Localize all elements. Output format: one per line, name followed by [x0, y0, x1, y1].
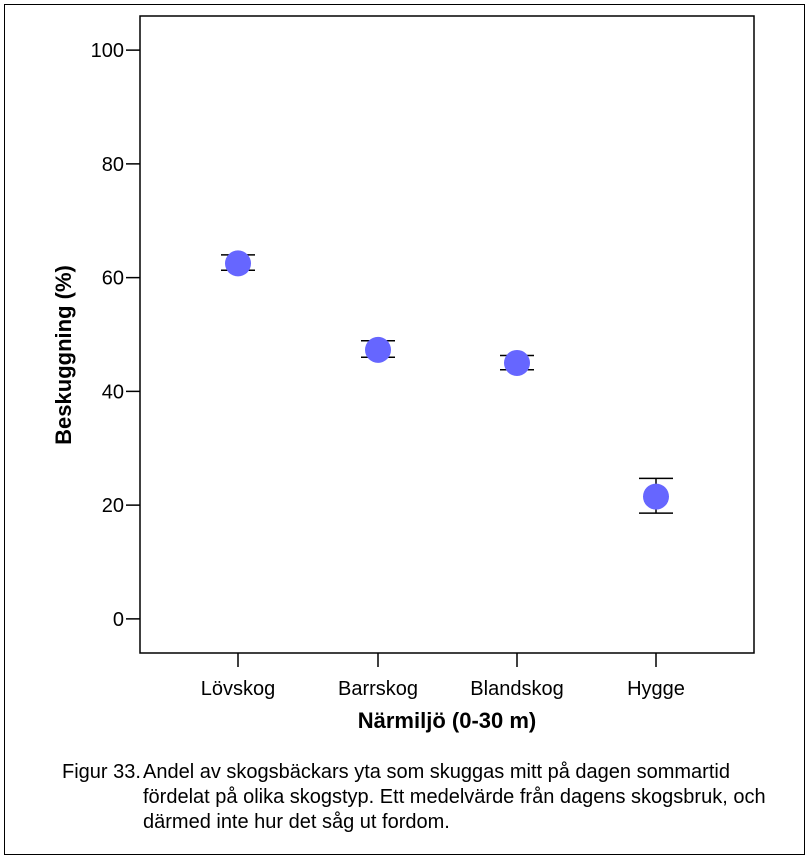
data-point [643, 483, 669, 510]
caption-number: Figur 33. [62, 761, 141, 783]
figure-frame [4, 4, 805, 855]
x-axis: Lövskog Barrskog Blandskog Hygge [201, 653, 685, 700]
figure-caption: Figur 33. Andel av skogsbäckars yta som … [62, 760, 782, 835]
chart: 0 20 40 60 80 100 Lövskog Barrskog Blandskog Hyg… [51, 15, 755, 733]
data-points [221, 250, 673, 514]
x-tick-label: Hygge [627, 678, 685, 700]
y-axis: 0 20 40 60 80 100 [91, 40, 140, 631]
y-axis-label: Beskuggning (%) [51, 265, 76, 445]
data-point [225, 250, 251, 277]
data-point [365, 336, 391, 363]
y-tick-label: 40 [102, 381, 124, 403]
y-tick-label: 80 [102, 154, 124, 176]
y-tick-label: 100 [91, 40, 124, 62]
plot-area [139, 15, 755, 654]
y-tick-label: 20 [102, 495, 124, 517]
y-tick-label: 0 [113, 609, 124, 631]
x-axis-label: Närmiljö (0-30 m) [358, 708, 537, 733]
x-tick-label: Barrskog [338, 678, 418, 700]
data-point [504, 349, 530, 376]
caption-text: Andel av skogsbäckars yta som skuggas mi… [143, 761, 766, 833]
x-tick-label: Lövskog [201, 678, 276, 700]
y-tick-label: 60 [102, 268, 124, 290]
x-tick-label: Blandskog [470, 678, 563, 700]
